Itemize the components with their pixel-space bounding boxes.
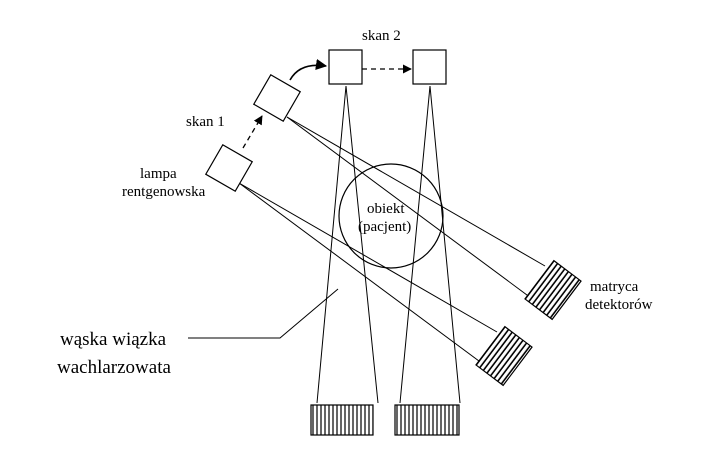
label-beam-line2: wachlarzowata: [57, 357, 171, 378]
xray-tube-lamp: [204, 143, 254, 193]
detector-array-tilted-upper: [524, 259, 582, 321]
label-beam-line1: wąska wiązka: [60, 329, 167, 350]
detector-array-tilted-lower: [475, 325, 533, 387]
beam-label-leader-line: [188, 288, 339, 339]
object-patient-circle: [338, 163, 444, 269]
dashed-arrow-scan1: [242, 115, 263, 149]
label-lamp-line2: rentgenowska: [122, 184, 206, 200]
label-scan1: skan 1: [186, 114, 225, 130]
label-lamp-line1: lampa: [140, 166, 177, 182]
detector-array-bottom-right: [394, 404, 460, 436]
fan-beam-scan2-b: [399, 85, 461, 404]
label-detector-line2: detektorów: [585, 297, 653, 313]
label-scan2: skan 2: [362, 28, 401, 44]
detector-array-bottom-left: [310, 404, 374, 436]
fan-beam-lamp: [238, 182, 498, 365]
curved-arrow-rotation: [289, 58, 328, 81]
fan-beam-scan2-a: [316, 85, 379, 404]
label-object-line1: obiekt: [367, 201, 405, 217]
xray-tube-scan1: [252, 73, 302, 123]
xray-tube-scan2-left: [328, 49, 363, 85]
label-detector-line1: matryca: [590, 279, 639, 295]
label-object-line2: (pacjent): [358, 219, 411, 235]
xray-tube-scan2-right: [412, 49, 447, 85]
fan-beam-scan1: [286, 116, 546, 299]
